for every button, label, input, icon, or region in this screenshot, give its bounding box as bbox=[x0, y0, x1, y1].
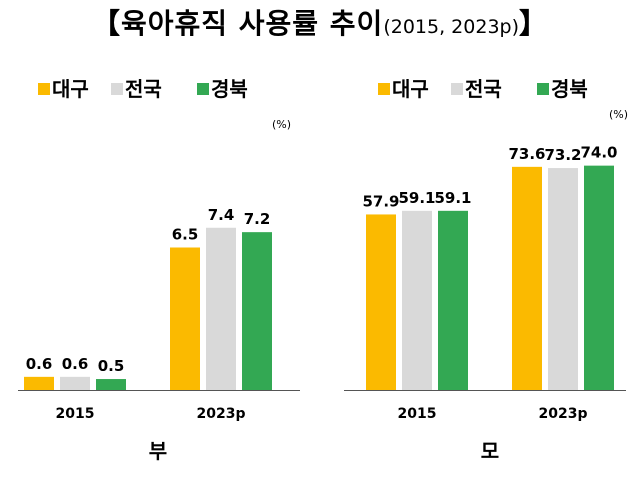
title-main: 육아휴직 사용률 추이 bbox=[120, 7, 384, 40]
title-open-bracket: 【 bbox=[91, 7, 121, 40]
value-label-0-1-1: 7.4 bbox=[208, 206, 235, 224]
bar-0-0-2 bbox=[96, 379, 126, 390]
value-label-1-0-2: 59.1 bbox=[434, 189, 471, 207]
bar-0-0-1 bbox=[60, 376, 90, 390]
legend-swatch-0-0 bbox=[38, 83, 50, 95]
unit-label-1: (%) bbox=[609, 108, 628, 121]
legend-swatch-1-1 bbox=[451, 83, 463, 95]
legend-swatch-1-0 bbox=[378, 83, 390, 95]
legend-label-0-2: 경북 bbox=[211, 77, 248, 101]
legend-swatch-0-2 bbox=[197, 83, 209, 95]
value-label-1-1-2: 74.0 bbox=[580, 144, 617, 162]
bar-1-0-0 bbox=[366, 214, 396, 390]
value-label-1-1-0: 73.6 bbox=[508, 145, 545, 163]
value-label-0-1-2: 7.2 bbox=[244, 210, 271, 228]
unit-label-0: (%) bbox=[272, 118, 291, 131]
category-label-0-1: 2023p bbox=[197, 406, 246, 422]
value-label-0-0-2: 0.5 bbox=[98, 357, 125, 375]
value-label-0-0-1: 0.6 bbox=[62, 355, 89, 373]
category-label-0-0: 2015 bbox=[56, 406, 95, 422]
value-label-0-0-0: 0.6 bbox=[26, 355, 53, 373]
value-label-1-0-0: 57.9 bbox=[362, 192, 399, 210]
legend-label-0-0: 대구 bbox=[52, 77, 89, 101]
value-label-1-0-1: 59.1 bbox=[398, 189, 435, 207]
value-label-0-1-0: 6.5 bbox=[172, 226, 199, 244]
value-label-1-1-1: 73.2 bbox=[544, 146, 581, 164]
panel-label-1: 모 bbox=[481, 439, 499, 463]
bar-1-0-1 bbox=[402, 210, 432, 390]
bar-1-1-2 bbox=[584, 165, 614, 390]
legend-label-1-0: 대구 bbox=[392, 77, 429, 101]
page-title: 【육아휴직 사용률 추이(2015, 2023p)】 bbox=[0, 2, 640, 42]
legend-swatch-1-2 bbox=[537, 83, 549, 95]
legend-label-0-1: 전국 bbox=[125, 77, 162, 101]
bar-1-1-0 bbox=[512, 166, 542, 390]
bar-0-1-2 bbox=[242, 232, 272, 390]
legend-swatch-0-1 bbox=[111, 83, 123, 95]
panel-label-0: 부 bbox=[149, 439, 167, 463]
bar-0-1-1 bbox=[206, 227, 236, 390]
bar-1-1-1 bbox=[548, 168, 578, 390]
bar-0-1-0 bbox=[170, 247, 200, 390]
title-sub: (2015, 2023p) bbox=[383, 16, 519, 38]
bar-1-0-2 bbox=[438, 210, 468, 390]
legend-label-1-1: 전국 bbox=[465, 77, 502, 101]
legend-label-1-2: 경북 bbox=[551, 77, 588, 101]
category-label-1-1: 2023p bbox=[539, 406, 588, 422]
category-label-1-0: 2015 bbox=[398, 406, 437, 422]
title-close-bracket: 】 bbox=[519, 7, 549, 40]
bar-0-0-0 bbox=[24, 376, 54, 390]
